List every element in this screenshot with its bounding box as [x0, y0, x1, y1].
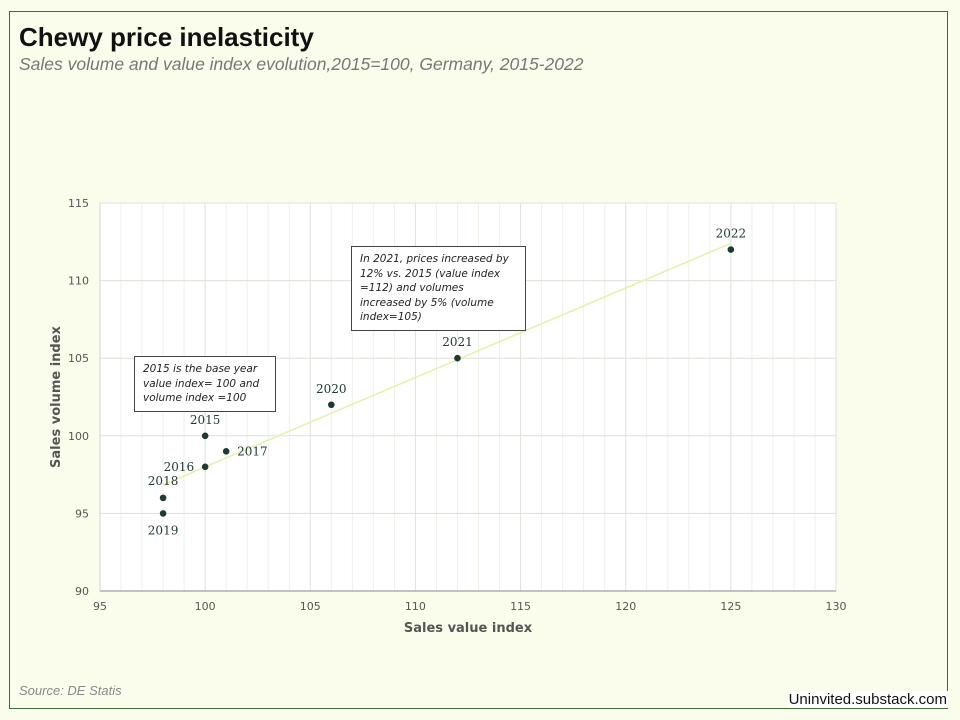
x-tick-label: 100: [195, 600, 216, 613]
axes: 95 100 105 110 115 120 125 130 90 95 100 105 110 115: [68, 197, 847, 613]
data-label-2020: 2020: [316, 382, 347, 396]
data-label-2015: 2015: [190, 413, 221, 427]
y-tick-label: 110: [68, 275, 89, 288]
annotation-base-year: 2015 is the base year value index= 100 a…: [134, 356, 276, 412]
chart-title: Chewy price inelasticity: [19, 22, 314, 52]
data-point-2019: [159, 510, 167, 517]
x-axis-title: Sales value index: [404, 621, 533, 636]
data-label-2016: 2016: [164, 460, 195, 474]
data-label-2017: 2017: [237, 444, 268, 458]
x-tick-label: 105: [300, 600, 321, 613]
data-label-2022: 2022: [716, 227, 747, 241]
data-point-2018: [159, 494, 167, 502]
data-label-2018: 2018: [148, 474, 179, 488]
data-point-2021: [454, 354, 461, 362]
y-tick-label: 95: [75, 507, 89, 520]
y-tick-label: 105: [68, 352, 89, 365]
data-point-2022: [727, 246, 735, 253]
annotation-2021: In 2021, prices increased by 12% vs. 201…: [351, 246, 526, 331]
y-tick-label: 115: [68, 197, 89, 210]
x-tick-label: 130: [826, 600, 847, 613]
data-point-2017: [222, 448, 230, 455]
y-tick-label: 100: [68, 430, 89, 443]
y-axis-title: Sales volume index: [49, 325, 64, 468]
data-label-2021: 2021: [442, 335, 473, 349]
x-tick-label: 110: [405, 600, 426, 613]
x-tick-label: 115: [510, 600, 531, 613]
x-tick-label: 125: [720, 600, 741, 613]
data-point-2015: [201, 432, 209, 440]
x-tick-label: 120: [615, 600, 636, 613]
data-points: 2015 2016 2017 2018 2019 2020 2021 2022: [148, 227, 746, 538]
credit-watermark: Uninvited.substack.com: [787, 691, 948, 708]
trendline: [162, 242, 732, 486]
source-note: Source: DE Statis: [19, 683, 122, 698]
trendline-group: [162, 242, 732, 486]
data-label-2019: 2019: [148, 523, 179, 537]
chart-subtitle: Sales volume and value index evolution,2…: [19, 54, 584, 74]
chart-frame: [9, 11, 948, 709]
data-point-2020: [328, 401, 335, 409]
data-point-2016: [201, 463, 209, 471]
x-tick-label: 95: [93, 600, 107, 613]
y-tick-label: 90: [75, 585, 89, 598]
